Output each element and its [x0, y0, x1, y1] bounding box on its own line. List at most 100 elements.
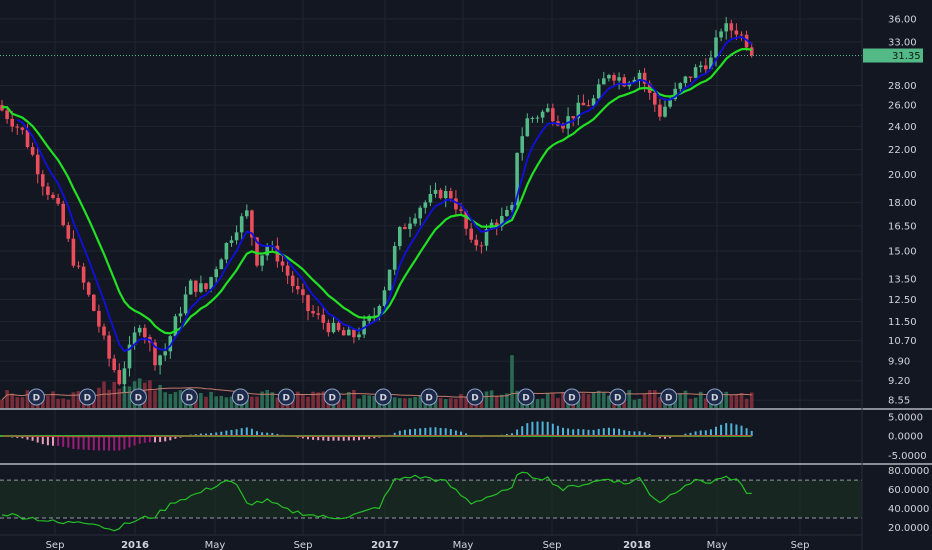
- candle-102[interactable]: [520, 127, 524, 161]
- candle-25[interactable]: [127, 336, 132, 377]
- candle-28[interactable]: [143, 324, 147, 344]
- candle-55[interactable]: [280, 253, 285, 272]
- candle-39[interactable]: [199, 275, 203, 294]
- rsi-pane[interactable]: [0, 471, 862, 532]
- candle-139[interactable]: [709, 50, 713, 71]
- candle-137[interactable]: [698, 61, 703, 73]
- candle-59[interactable]: [301, 283, 305, 303]
- candle-22[interactable]: [112, 354, 116, 373]
- dividend-marker-10[interactable]: D: [517, 388, 535, 406]
- candle-77[interactable]: [392, 241, 397, 275]
- candle-42[interactable]: [214, 266, 218, 285]
- candle-15[interactable]: [76, 261, 81, 269]
- candle-142[interactable]: [724, 16, 728, 40]
- candle-117[interactable]: [596, 78, 601, 100]
- macd-pane[interactable]: [0, 421, 753, 451]
- candle-61[interactable]: [311, 305, 315, 318]
- candle-103[interactable]: [525, 113, 530, 137]
- candle-16[interactable]: [81, 262, 86, 290]
- dividend-marker-7[interactable]: D: [374, 388, 392, 406]
- candle-76[interactable]: [387, 269, 392, 291]
- candle-85[interactable]: [433, 182, 438, 198]
- candle-135[interactable]: [688, 76, 693, 83]
- candle-7[interactable]: [35, 146, 40, 184]
- dividend-marker-12[interactable]: D: [609, 388, 627, 406]
- candle-120[interactable]: [612, 72, 616, 86]
- candle-125[interactable]: [637, 69, 642, 88]
- candle-40[interactable]: [204, 282, 208, 292]
- candle-147[interactable]: [749, 42, 754, 58]
- candle-38[interactable]: [194, 280, 198, 297]
- candle-63[interactable]: [321, 306, 326, 330]
- candle-100[interactable]: [510, 201, 514, 213]
- candle-24[interactable]: [122, 361, 127, 393]
- candle-0[interactable]: [0, 99, 4, 112]
- candle-106[interactable]: [540, 109, 545, 124]
- candle-114[interactable]: [581, 94, 586, 106]
- candle-132[interactable]: [673, 82, 677, 102]
- candle-37[interactable]: [188, 279, 193, 295]
- candle-36[interactable]: [183, 286, 188, 316]
- candle-118[interactable]: [602, 71, 606, 85]
- candle-62[interactable]: [316, 306, 320, 320]
- dividend-marker-14[interactable]: D: [706, 388, 724, 406]
- candle-49[interactable]: [250, 209, 254, 246]
- candle-47[interactable]: [239, 213, 244, 242]
- dividend-marker-9[interactable]: D: [466, 388, 484, 406]
- candle-44[interactable]: [224, 242, 229, 264]
- candle-134[interactable]: [683, 75, 688, 87]
- candle-113[interactable]: [576, 95, 581, 126]
- candle-69[interactable]: [352, 327, 356, 344]
- candle-92[interactable]: [469, 223, 473, 243]
- candle-65[interactable]: [331, 316, 336, 334]
- candle-108[interactable]: [551, 103, 555, 126]
- dividend-marker-11[interactable]: D: [563, 388, 581, 406]
- candle-128[interactable]: [653, 90, 657, 112]
- candle-34[interactable]: [173, 313, 178, 337]
- candle-11[interactable]: [56, 193, 60, 206]
- candle-136[interactable]: [693, 64, 698, 79]
- candle-80[interactable]: [408, 216, 412, 238]
- candle-8[interactable]: [41, 170, 45, 196]
- candle-119[interactable]: [607, 73, 611, 82]
- candle-4[interactable]: [20, 126, 25, 135]
- dividend-marker-3[interactable]: D: [180, 388, 198, 406]
- candle-10[interactable]: [51, 192, 55, 200]
- candle-14[interactable]: [71, 230, 76, 268]
- candle-45[interactable]: [229, 235, 234, 247]
- candle-31[interactable]: [158, 354, 162, 375]
- candle-91[interactable]: [464, 209, 468, 236]
- dividend-marker-1[interactable]: D: [78, 388, 96, 406]
- candle-20[interactable]: [102, 323, 106, 340]
- candle-95[interactable]: [484, 224, 489, 251]
- candle-94[interactable]: [479, 241, 484, 254]
- candle-18[interactable]: [92, 293, 96, 312]
- candle-84[interactable]: [428, 185, 433, 206]
- candle-78[interactable]: [398, 226, 402, 250]
- candle-67[interactable]: [341, 327, 346, 336]
- candle-133[interactable]: [678, 82, 683, 94]
- dividend-marker-8[interactable]: D: [420, 388, 438, 406]
- dividend-marker-5[interactable]: D: [277, 388, 295, 406]
- candle-46[interactable]: [234, 225, 239, 245]
- candle-81[interactable]: [413, 213, 417, 227]
- candle-12[interactable]: [61, 200, 65, 227]
- candle-48[interactable]: [245, 204, 249, 219]
- candle-115[interactable]: [586, 99, 591, 107]
- candle-6[interactable]: [30, 142, 35, 157]
- candle-19[interactable]: [97, 304, 101, 333]
- candle-104[interactable]: [530, 116, 535, 123]
- candle-98[interactable]: [500, 207, 504, 231]
- dividend-marker-6[interactable]: D: [323, 388, 341, 406]
- candle-3[interactable]: [15, 123, 20, 135]
- time-axis[interactable]: Sep 2016 May Sep 2017 May Sep 2018 May Sep: [46, 540, 810, 550]
- candle-51[interactable]: [260, 255, 264, 272]
- candle-23[interactable]: [117, 363, 122, 386]
- candle-82[interactable]: [418, 205, 422, 226]
- candle-27[interactable]: [137, 324, 142, 336]
- candle-21[interactable]: [107, 331, 111, 367]
- candle-32[interactable]: [163, 343, 167, 361]
